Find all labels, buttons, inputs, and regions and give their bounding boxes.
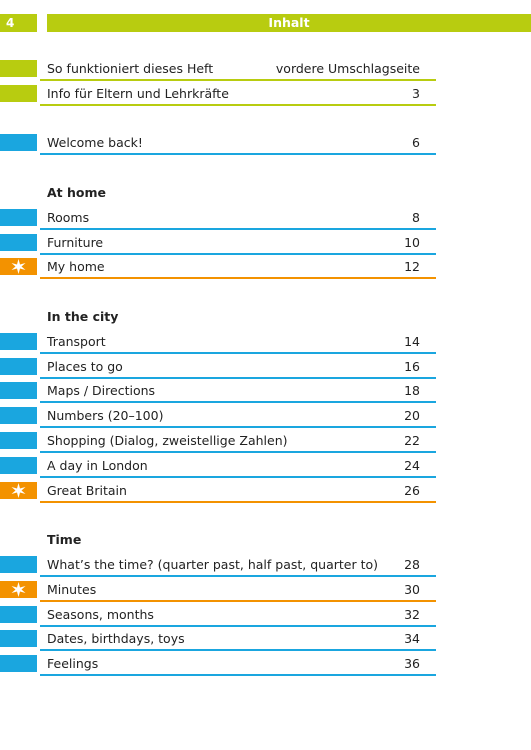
row-underline bbox=[40, 649, 436, 652]
row-underline bbox=[40, 351, 436, 354]
row-underline bbox=[40, 426, 436, 429]
entry-page: 18 bbox=[404, 383, 420, 399]
row-underline bbox=[40, 277, 436, 280]
entry-title: Info für Eltern und Lehrkräfte bbox=[47, 85, 229, 101]
page-title: Inhalt bbox=[47, 14, 531, 32]
row-underline bbox=[40, 153, 436, 156]
entry-page: 34 bbox=[404, 631, 420, 647]
row-marker bbox=[0, 258, 37, 276]
entry-title: So funktioniert dieses Heft bbox=[47, 61, 214, 76]
entry-page: 30 bbox=[404, 581, 420, 597]
row-marker bbox=[0, 556, 37, 573]
page-number: 4 bbox=[0, 14, 37, 32]
entry-title: Dates, birthdays, toys bbox=[47, 631, 185, 647]
entry-page: 10 bbox=[404, 234, 420, 250]
entry-title: Maps / Directions bbox=[47, 383, 156, 399]
entry-title: Furniture bbox=[47, 234, 104, 250]
row-marker bbox=[0, 580, 37, 598]
row-underline bbox=[40, 79, 436, 81]
entry-page: 26 bbox=[404, 482, 420, 498]
row-underline bbox=[40, 376, 436, 379]
star-icon bbox=[11, 259, 26, 275]
row-underline bbox=[40, 227, 436, 230]
entry-title: Great Britain bbox=[47, 482, 127, 498]
row-underline bbox=[40, 575, 436, 577]
row-marker bbox=[0, 382, 37, 400]
entry-page: 12 bbox=[404, 259, 420, 275]
entry-page: 32 bbox=[404, 606, 420, 622]
row-underline bbox=[40, 451, 436, 453]
entry-title: Feelings bbox=[47, 656, 99, 672]
row-underline bbox=[40, 252, 436, 255]
row-marker bbox=[0, 84, 37, 102]
row-marker bbox=[0, 432, 37, 449]
row-marker bbox=[0, 655, 37, 673]
row-underline bbox=[40, 475, 436, 478]
section-heading: Time bbox=[47, 532, 82, 548]
row-marker bbox=[0, 332, 37, 350]
entry-title: A day in London bbox=[47, 457, 148, 473]
row-marker bbox=[0, 208, 37, 226]
entry-page: 8 bbox=[412, 209, 420, 225]
star-icon bbox=[11, 581, 26, 597]
section-heading: At home bbox=[47, 185, 106, 200]
row-marker bbox=[0, 407, 37, 425]
row-underline bbox=[40, 401, 436, 404]
entry-title: Seasons, months bbox=[47, 606, 154, 622]
entry-page: 36 bbox=[404, 656, 420, 672]
entry-title: Places to go bbox=[47, 358, 123, 374]
entry-title: What’s the time? (quarter past, half pas… bbox=[47, 557, 378, 572]
row-marker bbox=[0, 481, 37, 499]
entry-page: 14 bbox=[404, 333, 420, 349]
row-marker bbox=[0, 456, 37, 474]
row-marker bbox=[0, 233, 37, 251]
entry-page: 24 bbox=[404, 457, 420, 473]
entry-title: Shopping (Dialog, zweistellige Zahlen) bbox=[47, 433, 288, 448]
row-marker bbox=[0, 60, 37, 77]
row-underline bbox=[40, 599, 436, 602]
entry-page: 3 bbox=[412, 85, 420, 101]
entry-title: Minutes bbox=[47, 581, 97, 597]
row-marker bbox=[0, 134, 37, 152]
row-marker bbox=[0, 630, 37, 648]
entry-page: 16 bbox=[404, 358, 420, 374]
entry-page: 28 bbox=[404, 557, 420, 572]
entry-title: Numbers (20–100) bbox=[47, 408, 164, 424]
star-icon bbox=[11, 482, 26, 498]
row-underline bbox=[40, 674, 436, 677]
section-heading: In the city bbox=[47, 309, 119, 324]
entry-page: 20 bbox=[404, 408, 420, 424]
row-underline bbox=[40, 624, 436, 627]
entry-page: 6 bbox=[412, 135, 420, 151]
entry-page: vordere Umschlagseite bbox=[275, 61, 420, 76]
entry-page: 22 bbox=[404, 433, 420, 448]
entry-title: My home bbox=[47, 259, 105, 275]
entry-title: Rooms bbox=[47, 209, 90, 225]
entry-title: Welcome back! bbox=[47, 135, 143, 151]
row-marker bbox=[0, 605, 37, 623]
row-underline bbox=[40, 103, 436, 106]
row-marker bbox=[0, 357, 37, 375]
entry-title: Transport bbox=[47, 333, 106, 349]
row-underline bbox=[40, 500, 436, 503]
